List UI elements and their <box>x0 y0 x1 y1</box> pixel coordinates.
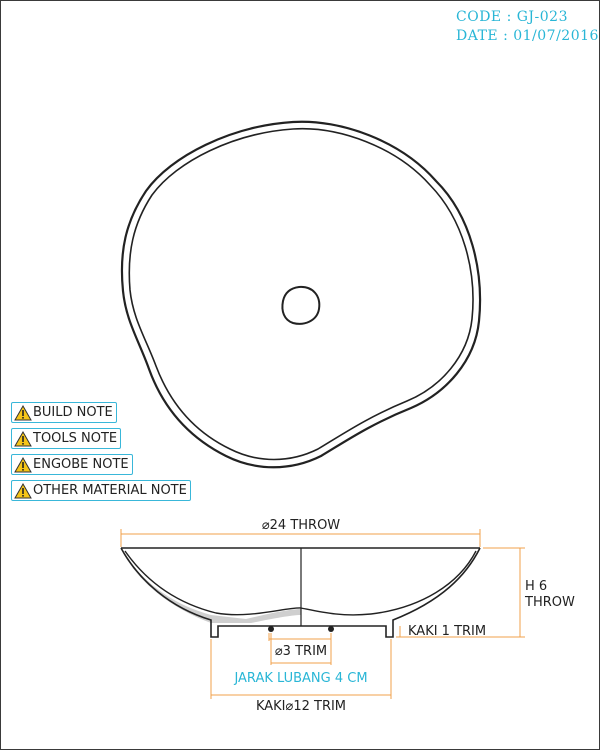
other-material-note-label: OTHER MATERIAL NOTE <box>33 483 187 498</box>
tools-note-button[interactable]: TOOLS NOTE <box>11 428 122 449</box>
foot-hole-left <box>268 626 274 632</box>
engobe-note-label: ENGOBE NOTE <box>33 457 129 472</box>
side-view <box>120 547 481 638</box>
hole-diameter-label: ⌀3 TRIM <box>275 644 327 659</box>
product-code: CODE : GJ-023 <box>456 9 568 25</box>
section-wall-hatch <box>121 549 301 623</box>
basin-outer-rim <box>120 120 482 469</box>
drawing-date: DATE : 01/07/2016 <box>456 28 599 44</box>
foot-hole-right <box>328 626 334 632</box>
warning-icon <box>14 430 32 446</box>
height-label-line2: THROW <box>524 595 575 610</box>
dimension-lines <box>120 529 525 699</box>
top-view <box>120 120 482 469</box>
warning-icon <box>14 404 32 420</box>
basin-outer-profile <box>120 547 481 638</box>
foot-height-label: KAKI 1 TRIM <box>408 624 486 639</box>
other-material-note-button[interactable]: OTHER MATERIAL NOTE <box>11 480 191 501</box>
build-note-button[interactable]: BUILD NOTE <box>11 402 117 423</box>
warning-icon <box>14 482 32 498</box>
hole-distance-label: JARAK LUBANG 4 CM <box>233 671 367 686</box>
engobe-note-button[interactable]: ENGOBE NOTE <box>11 454 133 475</box>
top-diameter-label: ⌀24 THROW <box>262 518 340 533</box>
basin-inner-rim <box>128 127 474 461</box>
warning-icon <box>14 456 32 472</box>
drain-hole <box>281 285 321 325</box>
tools-note-label: TOOLS NOTE <box>33 431 118 446</box>
height-label-line1: H 6 <box>525 579 547 594</box>
build-note-label: BUILD NOTE <box>33 405 113 420</box>
foot-diameter-label: KAKI⌀12 TRIM <box>256 699 346 714</box>
